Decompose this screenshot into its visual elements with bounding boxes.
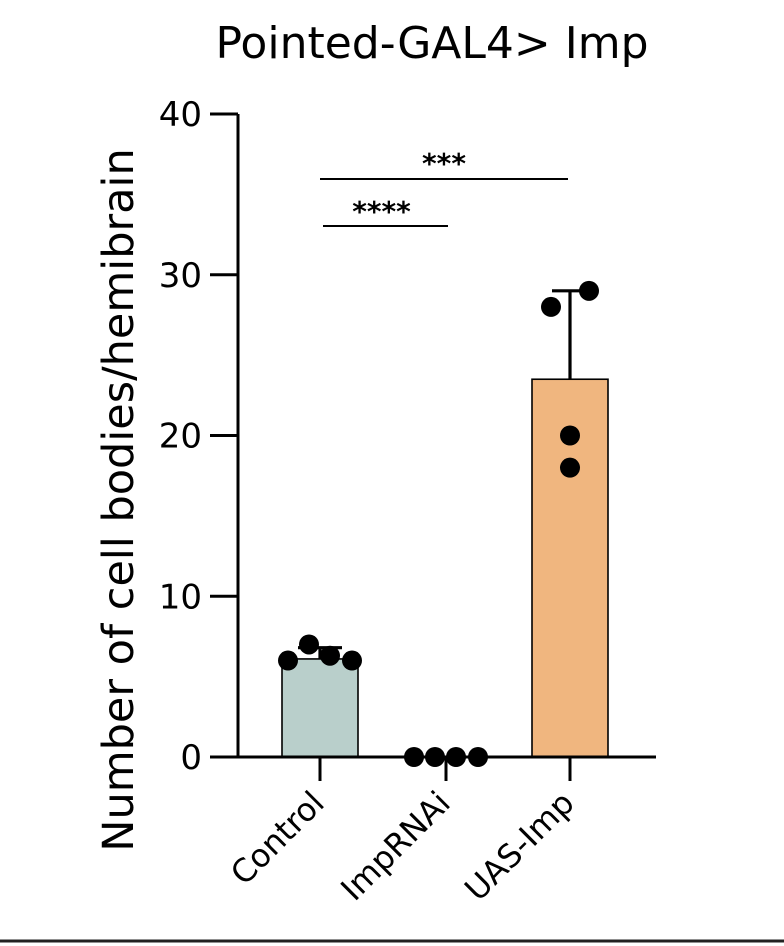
- significance-label: ****: [352, 195, 411, 228]
- y-tick-label: 20: [159, 417, 202, 457]
- data-point-uas-imp: [541, 296, 561, 317]
- data-point-uas-imp: [560, 425, 580, 446]
- bars-layer: [281, 378, 609, 758]
- x-tick-label-uas-imp: UAS-Imp: [457, 784, 582, 909]
- data-point-control: [320, 645, 340, 666]
- significance-label: ***: [422, 147, 466, 180]
- data-point-uas-imp: [560, 457, 580, 478]
- x-tick-label-imprnai: ImpRNAi: [333, 784, 457, 908]
- significance-layer: *******: [320, 147, 568, 228]
- y-tick-label: 40: [159, 95, 202, 135]
- y-axis-label: Number of cell bodies/hemibrain: [94, 148, 144, 851]
- bar-control: [281, 658, 359, 758]
- data-point-control: [299, 634, 319, 655]
- y-tick-label: 10: [159, 577, 202, 617]
- x-tick-label-control: Control: [223, 784, 332, 893]
- data-point-uas-imp: [579, 280, 599, 301]
- points-layer: [278, 280, 599, 767]
- y-tick-label: 30: [159, 256, 202, 296]
- y-tick-label: 0: [180, 738, 202, 778]
- data-point-control: [342, 650, 362, 671]
- chart-title: Pointed-GAL4> Imp: [215, 18, 648, 69]
- data-point-control: [278, 650, 298, 671]
